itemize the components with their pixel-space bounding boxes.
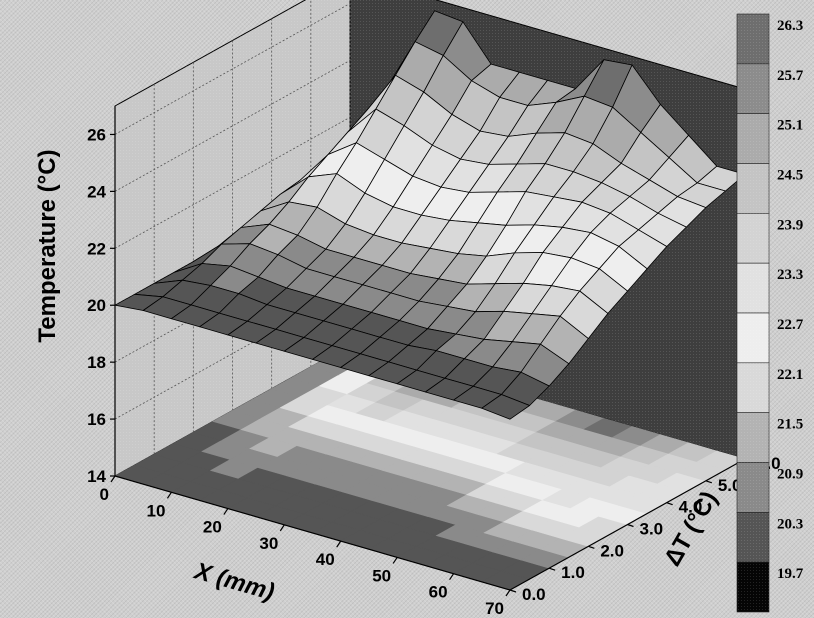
colorbar-label: 20.9 (777, 467, 803, 483)
z-axis-title: Temperature (°C) (34, 149, 61, 342)
y-tick-label: 2.0 (600, 541, 624, 560)
x-tick-label: 0 (100, 485, 109, 504)
x-tick (166, 491, 172, 499)
y-tick (705, 480, 713, 484)
x-tick (110, 475, 116, 483)
colorbar-label: 22.7 (777, 317, 804, 333)
z-tick-label: 18 (87, 353, 106, 372)
y-tick-label: 5.0 (718, 476, 742, 495)
x-tick (336, 540, 342, 548)
y-tick-label: 3.0 (640, 520, 664, 539)
z-tick-label: 22 (87, 239, 106, 258)
x-tick (392, 557, 398, 564)
x-tick (505, 589, 511, 597)
colorbar-swatch-texture (737, 63, 769, 114)
colorbar-swatch-texture (737, 462, 769, 513)
surface-cell (481, 394, 530, 420)
colorbar-swatch-texture (737, 113, 769, 164)
y-tick (509, 589, 517, 593)
colorbar-swatch-texture (737, 562, 769, 612)
z-tick-label: 20 (87, 296, 106, 315)
colorbar-label: 25.1 (777, 118, 803, 134)
colorbar-swatch-texture (737, 313, 769, 363)
colorbar-label: 20.3 (777, 516, 803, 532)
colorbar-swatch-texture (737, 362, 769, 413)
colorbar-label: 22.1 (777, 367, 803, 383)
x-axis-title: X (mm) (190, 557, 278, 606)
colorbar-swatch-texture (737, 213, 769, 264)
y-tick-label: 1.0 (561, 563, 585, 582)
colorbar-swatch-texture (737, 412, 769, 463)
colorbar-label: 24.5 (777, 168, 803, 184)
colorbar-swatch-texture (737, 14, 769, 64)
y-tick (627, 523, 634, 528)
projected-contour (114, 344, 746, 591)
x-tick-label: 50 (372, 566, 391, 585)
x-tick (223, 508, 229, 515)
colorbar-label: 25.7 (777, 68, 804, 84)
colorbar-swatch-texture (737, 163, 769, 214)
colorbar-label: 19.7 (777, 566, 804, 582)
y-tick-label: 0.0 (522, 585, 546, 604)
temperature-surface (114, 10, 746, 420)
colorbar: 26.3 25.7 25.1 24.5 23.9 23.3 22.7 22.1 21.5 20.9… (736, 13, 804, 613)
x-tick-label: 20 (203, 518, 222, 537)
x-tick-label: 70 (485, 599, 504, 618)
z-tick-label: 14 (87, 467, 106, 486)
y-tick (588, 545, 595, 549)
z-tick-label: 24 (87, 182, 106, 201)
grid-line (114, 116, 351, 249)
z-tick-label: 26 (87, 125, 106, 144)
x-tick-label: 60 (429, 583, 448, 602)
x-tick-label: 10 (147, 501, 166, 520)
x-tick-label: 30 (259, 534, 278, 553)
colorbar-swatch-texture (737, 263, 769, 313)
y-tick (548, 567, 556, 571)
y-tick (666, 502, 673, 506)
z-tick-label: 16 (87, 410, 106, 429)
colorbar-swatch-texture (737, 512, 769, 563)
colorbar-label: 23.9 (777, 217, 803, 233)
x-tick-label: 40 (316, 550, 335, 569)
x-axis-line (114, 475, 511, 591)
colorbar-label: 23.3 (777, 267, 803, 283)
colorbar-label: 21.5 (777, 417, 803, 433)
colorbar-label: 26.3 (777, 18, 803, 34)
x-tick (279, 524, 285, 532)
x-tick (449, 573, 455, 581)
y-tick-label: 4.0 (679, 498, 703, 517)
